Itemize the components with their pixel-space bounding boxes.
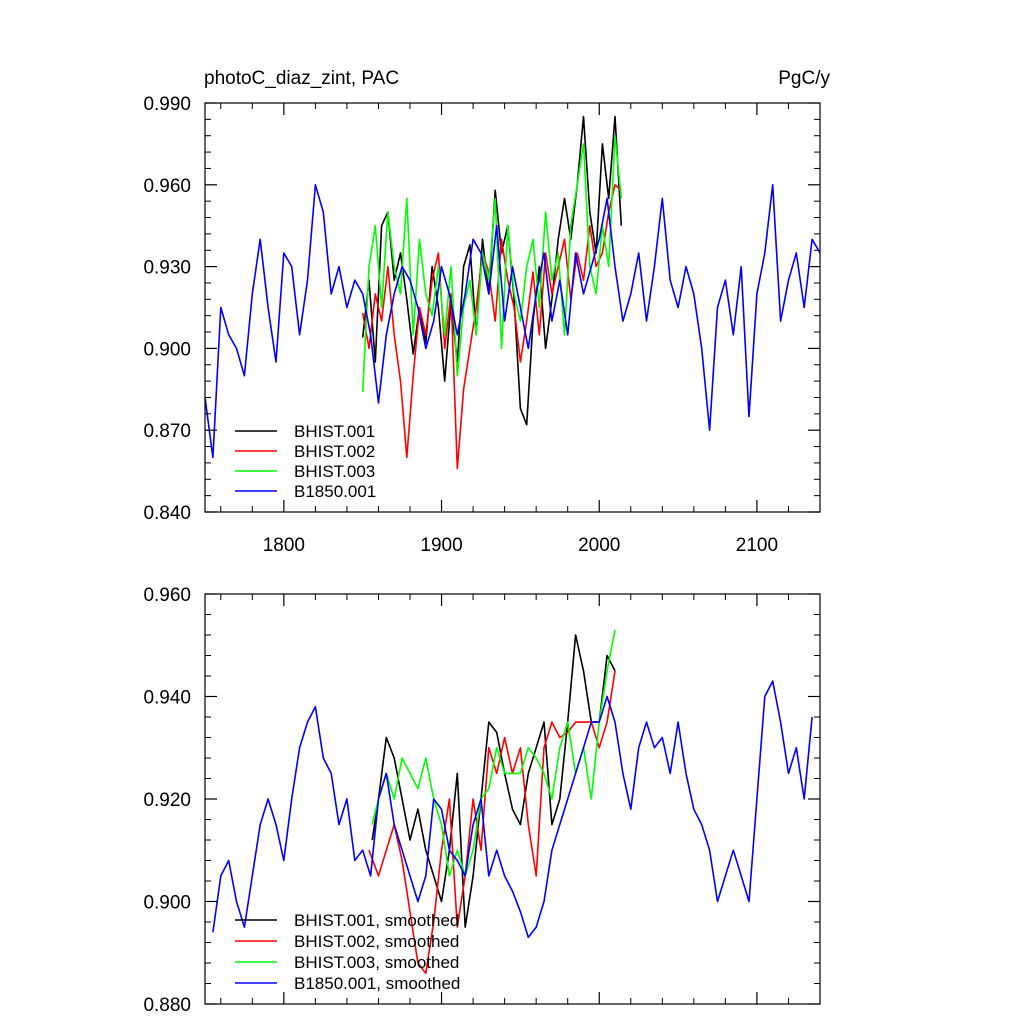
legend-label: BHIST.003, smoothed (294, 953, 459, 972)
series-line-4 (205, 184, 820, 459)
bottom-panel: 0.880 0.900 0.920 0.940 0.960 BHIST.001, smoo… (143, 585, 821, 1016)
y-tick-label: 0.870 (143, 421, 191, 442)
units-label: PgC/y (778, 68, 830, 89)
y-tick-label: 0.920 (143, 790, 191, 811)
x-tick-label: 2100 (736, 535, 778, 556)
chart-title: photoC_diaz_zint, PAC (204, 68, 399, 89)
y-tick-label: 0.960 (143, 176, 191, 197)
series-line-4 (212, 680, 813, 939)
y-tick-label: 0.900 (143, 339, 191, 360)
legend-label: B1850.001, smoothed (294, 974, 460, 993)
legend-label: BHIST.002 (294, 442, 375, 461)
legend-label: BHIST.002, smoothed (294, 932, 459, 951)
series-group (212, 629, 813, 975)
legend-label: BHIST.001, smoothed (294, 911, 459, 930)
y-tick-label: 0.960 (143, 585, 191, 606)
y-tick-label: 0.840 (143, 503, 191, 524)
y-tick-label: 0.930 (143, 258, 191, 279)
y-tick-label: 0.880 (143, 995, 191, 1016)
series-line-3 (371, 629, 616, 877)
legend: BHIST.001, smoothed BHIST.002, smoothed BH… (235, 911, 460, 993)
series-line-2 (361, 184, 622, 470)
series-line-3 (361, 134, 623, 393)
y-tick-label: 0.900 (143, 893, 191, 914)
series-line-1 (371, 634, 616, 928)
x-tick-label: 1900 (420, 535, 462, 556)
legend-label: B1850.001 (294, 482, 376, 501)
series-group (205, 115, 820, 470)
y-tick-label: 0.940 (143, 688, 191, 709)
top-panel: photoC_diaz_zint, PAC PgC/y 0.840 0.870 0.… (143, 68, 830, 556)
series-line-2 (368, 670, 616, 975)
x-tick-label: 1800 (263, 535, 305, 556)
legend-label: BHIST.001 (294, 422, 375, 441)
x-tick-label: 2000 (578, 535, 620, 556)
legend-label: BHIST.003 (294, 462, 375, 481)
plot-frame (204, 102, 821, 513)
y-tick-label: 0.990 (143, 94, 191, 115)
